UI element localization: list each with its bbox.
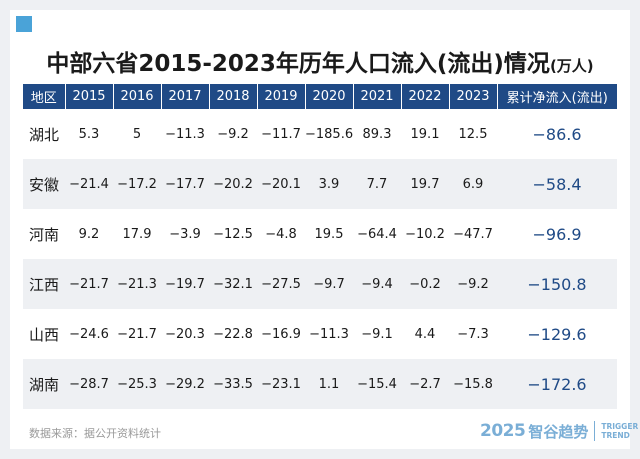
value-cell: −10.2 (405, 226, 445, 242)
value-cell: −9.4 (353, 259, 401, 309)
table-row: 河南 9.2 17.9 −3.9 −12.5 −4.8 19.5 −64.4 −10.2 −47.… (23, 209, 617, 259)
value-cell: −7.3 (457, 326, 489, 342)
value-cell: −11.7 (261, 126, 301, 142)
value-cell: −15.4 (353, 359, 401, 409)
value-cell: −28.7 (65, 359, 113, 409)
value-cell: −9.7 (305, 259, 353, 309)
total-cell: −96.9 (532, 224, 582, 244)
value-cell: −21.3 (113, 259, 161, 309)
value-cell: −27.5 (257, 259, 305, 309)
value-cell: 89.3 (362, 126, 392, 142)
col-header-2020: 2020 (305, 84, 354, 109)
table-container: 地区 2015 2016 2017 2018 2019 2020 2021 20… (23, 84, 617, 409)
value-cell: 6.9 (449, 159, 497, 209)
table-row: 江西 −21.7 −21.3 −19.7 −32.1 −27.5 −9.7 −9.4 −0.2−… (23, 259, 617, 309)
value-cell: 7.7 (353, 159, 401, 209)
logo-en-line2: TREND (601, 431, 630, 440)
value-cell: 12.5 (458, 126, 488, 142)
value-cell: −22.8 (213, 326, 253, 342)
region-cell: 湖北 (28, 125, 59, 144)
brand-logo: 2025 智谷趋势 TRIGGER TREND (480, 418, 638, 444)
value-cell: 9.2 (78, 226, 100, 242)
col-header-2019: 2019 (257, 84, 306, 109)
total-cell: −150.8 (497, 259, 617, 309)
header-row: 地区 2015 2016 2017 2018 2019 2020 2021 20… (23, 84, 617, 109)
value-cell: 5.3 (78, 126, 100, 142)
value-cell: −15.8 (449, 359, 497, 409)
page-title: 中部六省2015-2023年历年人口流入(流出)情况(万人) (0, 44, 640, 78)
value-cell: −20.3 (165, 326, 205, 342)
region-cell: 湖南 (23, 359, 65, 409)
value-cell: 5 (132, 126, 142, 142)
logo-name-cn: 智谷趋势 (528, 422, 589, 441)
region-cell: 安徽 (23, 159, 65, 209)
table-row: 湖北 5.3 5 −11.3 −9.2 −11.7 −185.6 89.3 19.1 12.5 −8… (23, 109, 617, 159)
value-cell: −23.1 (257, 359, 305, 409)
region-cell: 山西 (28, 325, 59, 344)
title-text: 中部六省2015-2023年历年人口流入(流出)情况 (46, 51, 550, 77)
col-header-2021: 2021 (353, 84, 402, 109)
value-cell: −2.7 (401, 359, 449, 409)
value-cell: −4.8 (265, 226, 297, 242)
total-cell: −58.4 (497, 159, 617, 209)
value-cell: 1.1 (305, 359, 353, 409)
table-row: 山西 −24.6 −21.7 −20.3 −22.8 −16.9 −11.3 −9.1 4.4 −… (23, 309, 617, 359)
region-cell: 江西 (23, 259, 65, 309)
value-cell: −20.1 (257, 159, 305, 209)
value-cell: −33.5 (209, 359, 257, 409)
value-cell: −9.2 (449, 259, 497, 309)
table-row: 湖南 −28.7 −25.3 −29.2 −33.5 −23.1 1.1 −15.4 −2.7−… (23, 359, 617, 409)
total-cell: −86.6 (532, 124, 582, 144)
population-table: 地区 2015 2016 2017 2018 2019 2020 2021 20… (23, 84, 617, 409)
value-cell: −0.2 (401, 259, 449, 309)
value-cell: 19.5 (314, 226, 344, 242)
value-cell: −29.2 (161, 359, 209, 409)
source-note: 数据来源：据公开资料统计 (29, 427, 161, 440)
value-cell: 19.7 (401, 159, 449, 209)
value-cell: 17.9 (122, 226, 152, 242)
value-cell: −21.4 (65, 159, 113, 209)
value-cell: −12.5 (213, 226, 253, 242)
table-body: 湖北 5.3 5 −11.3 −9.2 −11.7 −185.6 89.3 19.1 12.5 −8… (23, 109, 617, 409)
table-row: 安徽 −21.4 −17.2 −17.7 −20.2 −20.1 3.9 7.7 19.7 6.9… (23, 159, 617, 209)
value-cell: −3.9 (169, 226, 201, 242)
logo-year: 2025 (480, 421, 526, 441)
col-header-2023: 2023 (449, 84, 498, 109)
value-cell: −19.7 (161, 259, 209, 309)
col-header-2022: 2022 (401, 84, 450, 109)
logo-name-en: TRIGGER TREND (601, 422, 638, 440)
value-cell: −11.3 (309, 326, 349, 342)
value-cell: −17.2 (113, 159, 161, 209)
logo-divider (594, 421, 596, 441)
value-cell: −20.2 (209, 159, 257, 209)
total-cell: −129.6 (527, 324, 587, 344)
value-cell: −11.3 (165, 126, 205, 142)
value-cell: −21.7 (117, 326, 157, 342)
value-cell: −32.1 (209, 259, 257, 309)
col-header-region: 地区 (23, 84, 66, 109)
col-header-2018: 2018 (209, 84, 258, 109)
value-cell: −16.9 (261, 326, 301, 342)
col-header-2017: 2017 (161, 84, 210, 109)
col-header-2016: 2016 (113, 84, 162, 109)
value-cell: −24.6 (69, 326, 109, 342)
value-cell: −9.1 (361, 326, 393, 342)
value-cell: −47.7 (453, 226, 493, 242)
logo-en-line1: TRIGGER (601, 422, 639, 431)
value-cell: −21.7 (65, 259, 113, 309)
value-cell: 4.4 (414, 326, 436, 342)
col-header-2015: 2015 (65, 84, 114, 109)
region-cell: 河南 (28, 225, 59, 244)
title-unit: (万人) (549, 57, 594, 75)
value-cell: −17.7 (161, 159, 209, 209)
value-cell: 3.9 (305, 159, 353, 209)
total-cell: −172.6 (497, 359, 617, 409)
value-cell: −185.6 (305, 126, 354, 142)
value-cell: −64.4 (357, 226, 397, 242)
value-cell: −9.2 (217, 126, 249, 142)
value-cell: 19.1 (410, 126, 440, 142)
corner-accent (16, 16, 32, 32)
col-header-total: 累计净流入(流出) (497, 84, 617, 109)
value-cell: −25.3 (113, 359, 161, 409)
